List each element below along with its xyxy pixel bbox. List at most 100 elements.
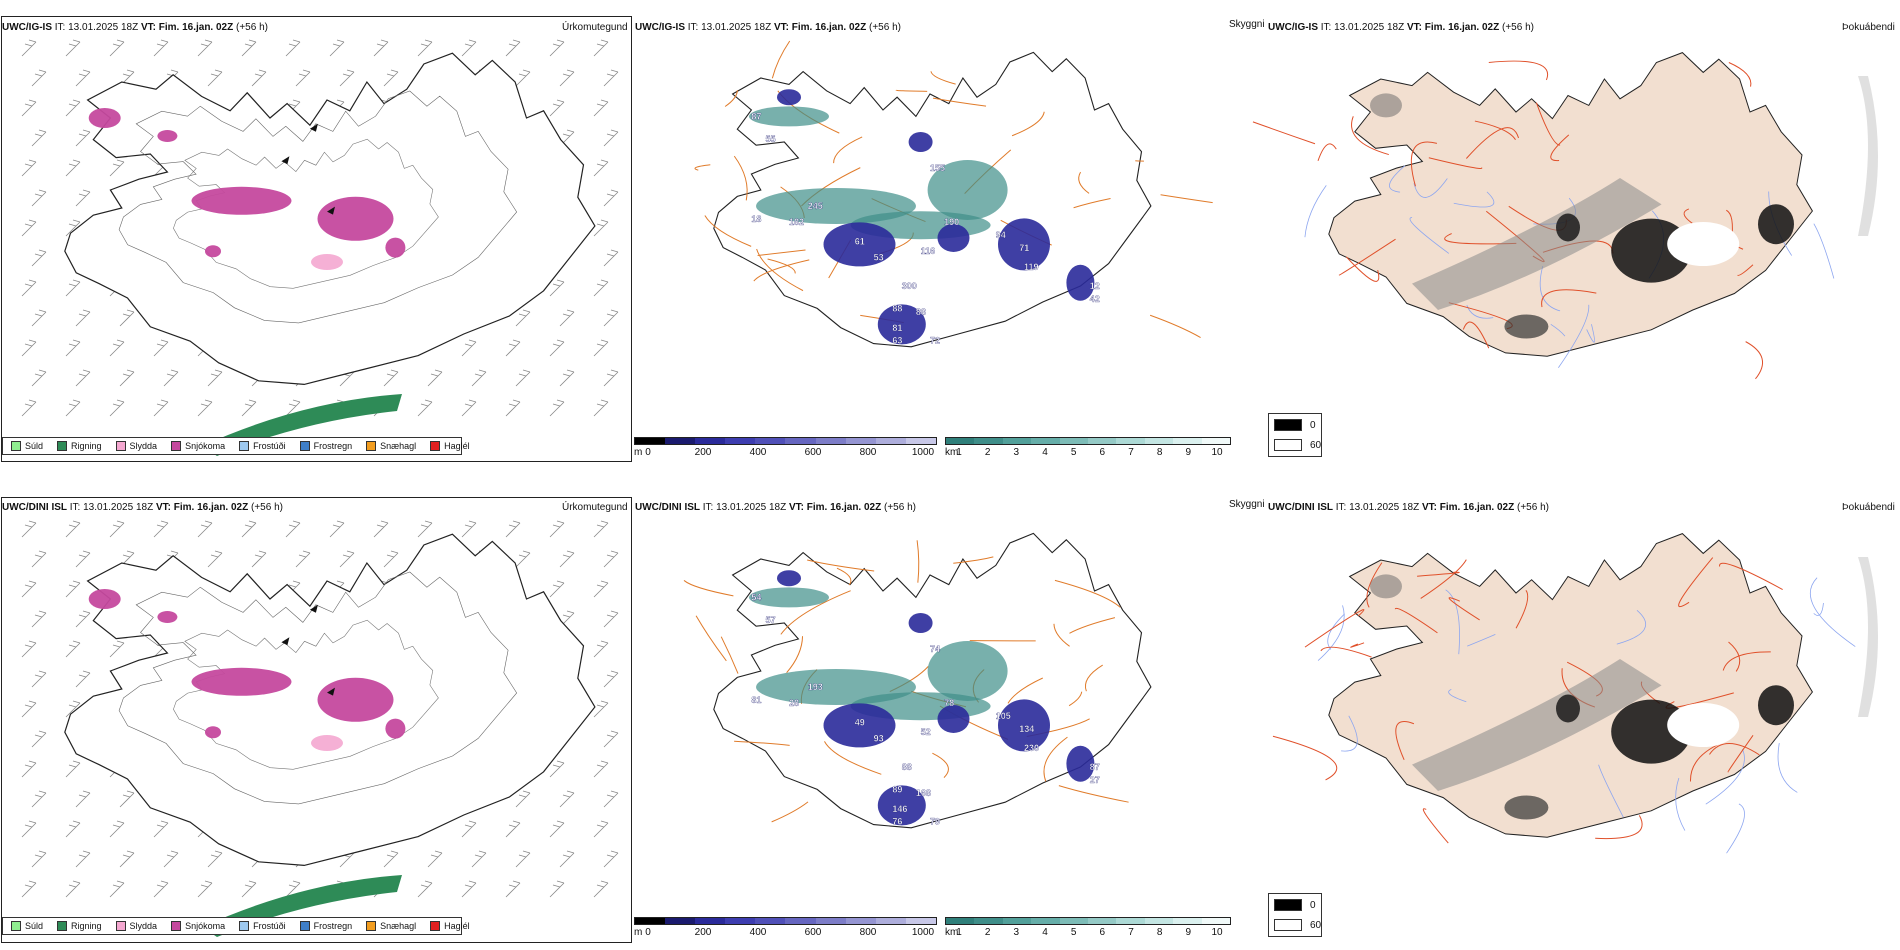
precip-legend-1: Súld Rigning Slydda Snjókoma Frostúði Frostre… <box>2 437 470 455</box>
precip-type-panel-2 <box>1 497 632 943</box>
ceiling-label: 76 <box>892 817 902 827</box>
ceiling-label: 193 <box>808 682 823 692</box>
legend-swatch <box>115 921 126 931</box>
colorbar-tick: 9 <box>1185 927 1192 938</box>
ceiling-label: 119 <box>1024 262 1039 272</box>
colorbar-tick: 800 <box>859 927 877 938</box>
lead-time: (+56 h) <box>1517 502 1549 513</box>
ceiling-label: 182 <box>789 217 804 227</box>
legend-item-frostregn: Frostregn <box>299 441 352 451</box>
colorbar-tick: 7 <box>1128 447 1134 458</box>
legend-item-rigning: Rigning <box>57 441 102 451</box>
colorbar-tick: 600 <box>804 447 822 458</box>
legend-label: Snæhagl <box>380 921 417 931</box>
legend-item-frostúði: Frostúði <box>239 921 286 931</box>
legend-label: Súld <box>25 441 44 451</box>
init-time: IT: 13.01.2025 18Z <box>54 22 139 33</box>
colorbar-tick: 200 <box>694 927 712 938</box>
fog-legend-2: 0 60 <box>1268 893 1322 937</box>
colorbar-tick: 4 <box>1042 447 1048 458</box>
legend-swatch <box>115 441 126 451</box>
cloud-header-2: UWC/DINI ISL IT: 13.01.2025 18Z VT: Fim.… <box>635 502 916 513</box>
ceiling-label: 52 <box>921 727 931 737</box>
valid-time: VT: Fim. 16.jan. 02Z <box>1406 22 1500 33</box>
legend-swatch <box>11 921 21 931</box>
colorbar-tick: 2 <box>984 927 991 938</box>
fog-header-2: UWC/DINI ISL IT: 13.01.2025 18Z VT: Fim.… <box>1268 502 1549 513</box>
ceiling-label: 230 <box>1024 743 1039 753</box>
ceiling-label: 105 <box>996 711 1011 721</box>
fog-corner-title-2: Þokuábendi <box>1842 502 1895 513</box>
cloud-map: 245 182 18 61 53 116 94 71 119 190 155 300 88 81 88 63 7… <box>694 40 1213 348</box>
ceiling-label: 168 <box>916 788 931 798</box>
lead-time: (+56 h) <box>884 502 916 513</box>
lead-time: (+56 h) <box>251 502 283 513</box>
colorbar-tick: 0 <box>645 447 651 458</box>
ceiling-label: 27 <box>1090 775 1100 785</box>
ceiling-label: 190 <box>944 217 959 227</box>
legend-item-snjókoma: Snjókoma <box>171 441 225 451</box>
legend-label: Rigning <box>71 921 102 931</box>
model-label: UWC/IG-IS <box>2 22 52 33</box>
precip-type-panel-1 <box>1 16 632 462</box>
legend-label: Frostregn <box>313 921 353 931</box>
model-label: UWC/IG-IS <box>1268 22 1318 33</box>
ceiling-label: 81 <box>892 323 902 333</box>
ceiling-label: 79 <box>930 817 940 827</box>
colorbar-tick: 6 <box>1099 927 1106 938</box>
legend-item-súld: Súld <box>11 921 43 931</box>
ceiling-label: 88 <box>916 307 926 317</box>
colorbar-tick: 2 <box>984 447 991 458</box>
ceiling-label: 155 <box>930 163 945 173</box>
legend-label: Snæhagl <box>380 441 417 451</box>
legend-label: Snjókoma <box>185 921 226 931</box>
colorbar-tick: 10 <box>1211 927 1223 938</box>
legend-label: Súld <box>25 921 44 931</box>
ceiling-label: 116 <box>921 246 936 256</box>
ceiling-label: 53 <box>874 252 884 262</box>
ceiling-label: 12 <box>1090 281 1100 291</box>
ceiling-label: 134 <box>1019 724 1034 734</box>
valid-time: VT: Fim. 16.jan. 02Z <box>1421 502 1515 513</box>
colorbar-unit: km <box>945 927 959 938</box>
legend-swatch <box>366 921 377 931</box>
legend-swatch <box>430 441 441 451</box>
valid-time: VT: Fim. 16.jan. 02Z <box>773 22 867 33</box>
legend-swatch <box>171 441 182 451</box>
ceiling-label: 146 <box>892 804 907 814</box>
legend-item-rigning: Rigning <box>57 921 102 931</box>
legend-label: Frostúði <box>253 441 286 451</box>
colorbar-unit: m <box>634 447 643 458</box>
legend-label: Slydda <box>129 441 158 451</box>
model-label: UWC/IG-IS <box>635 22 685 33</box>
init-time: IT: 13.01.2025 18Z <box>702 502 787 513</box>
legend-swatch <box>57 441 68 451</box>
colorbar-tick: 400 <box>749 927 767 938</box>
legend-item-slydda: Slydda <box>115 921 157 931</box>
colorbar-tick: 400 <box>749 447 767 458</box>
ceiling-label: 300 <box>902 281 917 291</box>
cloud-corner-title-1: Skyggni <box>1229 19 1265 30</box>
legend-item-frostúði: Frostúði <box>239 441 286 451</box>
colorbar-tick: 7 <box>1128 927 1134 938</box>
legend-item-slydda: Slydda <box>115 441 158 451</box>
legend-swatch <box>239 921 250 931</box>
fog-legend-high: 0 <box>1310 419 1316 431</box>
colorbar-unit: km <box>945 447 959 458</box>
colorbar-tick: 800 <box>859 447 877 458</box>
colorbar-unit: m <box>634 927 643 938</box>
colorbar-tick: 200 <box>694 447 712 458</box>
fog-header-1: UWC/IG-IS IT: 13.01.2025 18Z VT: Fim. 16… <box>1268 22 1534 33</box>
legend-swatch <box>171 921 182 931</box>
ceiling-label: 28 <box>789 698 799 708</box>
ceiling-label: 88 <box>902 762 912 772</box>
cloud-header-1: UWC/IG-IS IT: 13.01.2025 18Z VT: Fim. 16… <box>635 22 901 33</box>
ceiling-label: 89 <box>892 785 902 795</box>
legend-item-snæhagl: Snæhagl <box>366 921 416 931</box>
precip-corner-title-1: Úrkomutegund <box>562 22 628 33</box>
precip-header-1: UWC/IG-IS IT: 13.01.2025 18Z VT: Fim. 16… <box>2 22 268 33</box>
fog-corner-title-1: Þokuábendi <box>1842 22 1895 33</box>
legend-item-haglél: Haglél <box>430 441 470 451</box>
fog-legend-low: 60 <box>1310 439 1322 451</box>
